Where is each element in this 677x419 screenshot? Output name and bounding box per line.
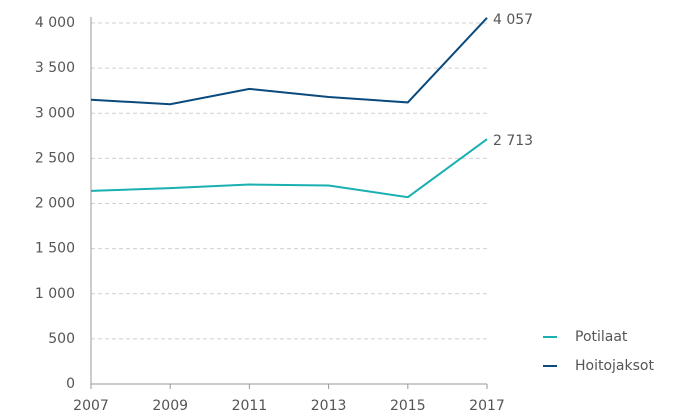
x-tick-label: 2007: [73, 398, 109, 414]
y-tick-label: 2 500: [35, 150, 75, 166]
y-tick-label: 0: [66, 376, 75, 392]
x-tick-label: 2017: [469, 398, 505, 414]
x-tick-label: 2015: [390, 398, 426, 414]
series-line: [90, 138, 488, 199]
x-tick-label: 2013: [311, 398, 347, 414]
y-tick-label: 3 500: [35, 60, 75, 76]
y-tick-label: 2 000: [35, 196, 75, 212]
data-label: 4 057: [493, 12, 533, 28]
data-label: 2 713: [493, 133, 533, 149]
x-tick-label: 2009: [152, 398, 188, 414]
y-tick-label: 4 000: [35, 15, 75, 31]
y-tick-label: 500: [48, 331, 75, 347]
legend-label: Potilaat: [575, 329, 628, 345]
y-tick-label: 3 000: [35, 105, 75, 121]
series-line: [90, 17, 488, 106]
legend-label: Hoitojaksot: [575, 358, 654, 374]
x-tick-label: 2011: [232, 398, 268, 414]
y-tick-label: 1 000: [35, 286, 75, 302]
y-tick-label: 1 500: [35, 241, 75, 257]
